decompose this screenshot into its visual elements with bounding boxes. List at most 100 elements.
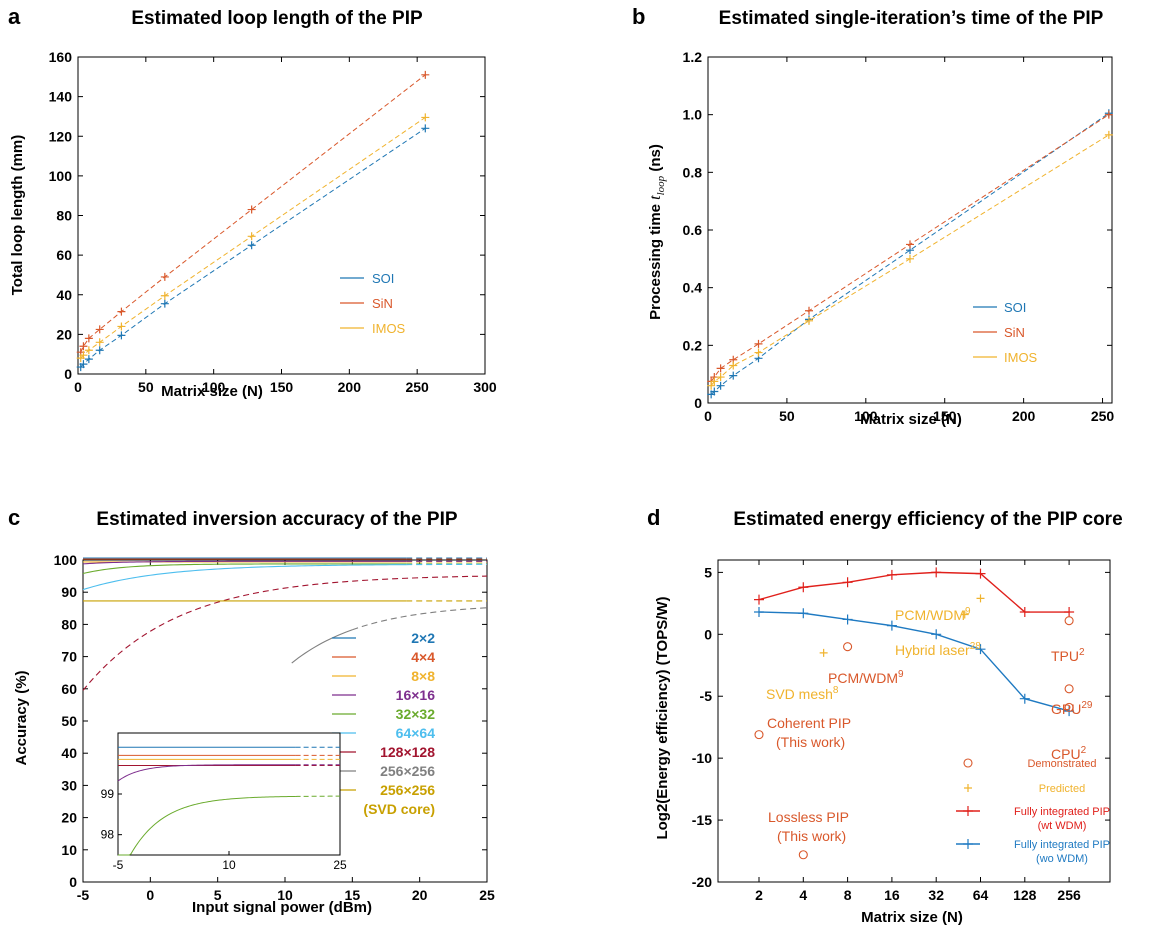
series-line [758, 571, 1070, 613]
legend-label: 32×32 [396, 706, 436, 722]
data-point [931, 567, 942, 578]
series-line-sin [80, 74, 426, 353]
legend-label: 256×256 [380, 782, 435, 798]
panel-b-label: b [632, 4, 645, 29]
x-tick-label: 128 [1013, 887, 1037, 903]
curve-128×128-extrapolated [82, 575, 488, 691]
annotation-superscript: 2 [1079, 647, 1085, 658]
demonstrated-point [1064, 702, 1074, 712]
inset-curve [118, 795, 296, 856]
panel-a: a Estimated loop length of the PIP Matri… [8, 4, 497, 400]
panel-c-xlabel: Input signal power (dBm) [192, 899, 372, 916]
data-point [842, 614, 853, 625]
legend-marker-plus [964, 784, 972, 792]
legend-label: 64×64 [396, 725, 436, 741]
demonstrated-point [1064, 616, 1074, 626]
series-line-imos [80, 117, 426, 359]
y-tick-label: 60 [56, 247, 72, 263]
legend-label: Fully integrated PIP [1014, 806, 1110, 818]
data-point-imos [805, 316, 813, 325]
panel-b-axes: 0 50 100 150 200 250 0 0.2 0.4 0.6 0.8 1.0 1.2 [683, 49, 1115, 424]
series-line-soi [80, 127, 426, 368]
legend-label: Fully integrated PIP [1014, 839, 1110, 851]
data-point-soi [710, 387, 719, 396]
panel-d-xlabel: Matrix size (N) [861, 909, 963, 926]
series-line [758, 611, 1070, 712]
panel-d-label: d [647, 505, 660, 530]
curve-256×256 [291, 629, 353, 664]
curve-256×256-extrapolated [352, 607, 488, 631]
inset-x-tick-label: 25 [333, 858, 347, 872]
data-point-sin [1104, 110, 1113, 119]
annotation-cpu: CPU2 [1051, 745, 1087, 762]
panel-c: c Estimated inversion accuracy of the PI… [8, 505, 495, 916]
x-tick-label: -5 [77, 887, 90, 903]
legend-label: Demonstrated [1027, 758, 1096, 770]
y-tick-label: 50 [61, 713, 77, 729]
legend-label: 2×2 [411, 630, 435, 646]
legend-marker-plus [963, 806, 973, 816]
panel-d: d Estimated energy efficiency of the PIP… [647, 505, 1123, 926]
panel-c-ylabel: Accuracy (%) [13, 670, 30, 765]
data-point-imos [95, 338, 104, 347]
legend-label: 16×16 [396, 687, 436, 703]
x-tick-label: 25 [479, 887, 495, 903]
data-point-imos [84, 346, 93, 355]
legend-label: 8×8 [411, 668, 435, 684]
annotation-superscript: 9 [965, 606, 971, 617]
legend-label-sin: SiN [372, 296, 393, 311]
data-point-sin [84, 334, 93, 343]
curve-64×64 [82, 564, 407, 591]
annotation-text: GPU [1051, 701, 1081, 717]
x-tick-label: 0 [704, 408, 712, 424]
legend-label: 4×4 [411, 649, 435, 665]
panel-c-inset: -5 10 25 98 99 [101, 732, 347, 872]
data-point-soi [729, 371, 738, 380]
x-tick-label: 2 [755, 887, 763, 903]
annotation-pcm-wdm-demo: PCM/WDM9 [828, 669, 904, 686]
data-point-soi [160, 299, 169, 308]
annotation-lossless-pip-line2: (This work) [777, 828, 846, 844]
data-point [1019, 693, 1030, 704]
legend-label: 256×256 [380, 763, 435, 779]
series-line-imos [710, 134, 1110, 386]
annotation-superscript: 28 [970, 641, 982, 652]
data-point [886, 569, 897, 580]
panel-a-series [76, 70, 430, 372]
x-tick-label: 0 [146, 887, 154, 903]
x-tick-label: 200 [1012, 408, 1036, 424]
legend-label-sub: (SVD core) [363, 801, 435, 817]
y-tick-label: 5 [704, 564, 712, 580]
data-point [842, 577, 853, 588]
y-tick-label: 160 [49, 49, 73, 65]
panel-b-ylabel-var: t [647, 195, 664, 200]
data-point-soi [84, 355, 93, 364]
y-tick-label: 20 [56, 326, 72, 342]
x-tick-label: 20 [412, 887, 428, 903]
data-point [754, 594, 764, 605]
legend-label-sub: (wt WDM) [1038, 820, 1087, 832]
data-point [754, 607, 764, 618]
inset-y-tick-label: 98 [101, 828, 115, 842]
y-tick-label: 40 [61, 745, 77, 761]
x-tick-label: 256 [1057, 887, 1081, 903]
legend-label-soi: SOI [372, 271, 394, 286]
data-point-imos [906, 254, 914, 263]
annotation-text: Coherent PIP [767, 715, 851, 731]
panel-c-legend: 2×2 4×4 8×8 16×16 32×32 64×64 128×128 256×256 25… [332, 630, 435, 817]
y-tick-label: 80 [56, 208, 72, 224]
y-tick-label: 90 [61, 584, 77, 600]
y-tick-label: 60 [61, 681, 77, 697]
data-point-sin [160, 272, 169, 281]
data-point-imos [1104, 130, 1113, 139]
panel-b-series [707, 109, 1113, 399]
annotation-gpu: GPU29 [1051, 700, 1093, 717]
y-tick-label: 0 [64, 366, 72, 382]
annotation-text: PCM/WDM [828, 670, 898, 686]
panel-a-xlabel: Matrix size (N) [161, 383, 263, 400]
panel-a-legend: SOI SiN IMOS [340, 271, 406, 336]
data-point-imos [729, 361, 738, 370]
inset-x-tick-label: -5 [113, 858, 124, 872]
data-point [1019, 607, 1030, 618]
y-tick-label: 20 [61, 810, 77, 826]
